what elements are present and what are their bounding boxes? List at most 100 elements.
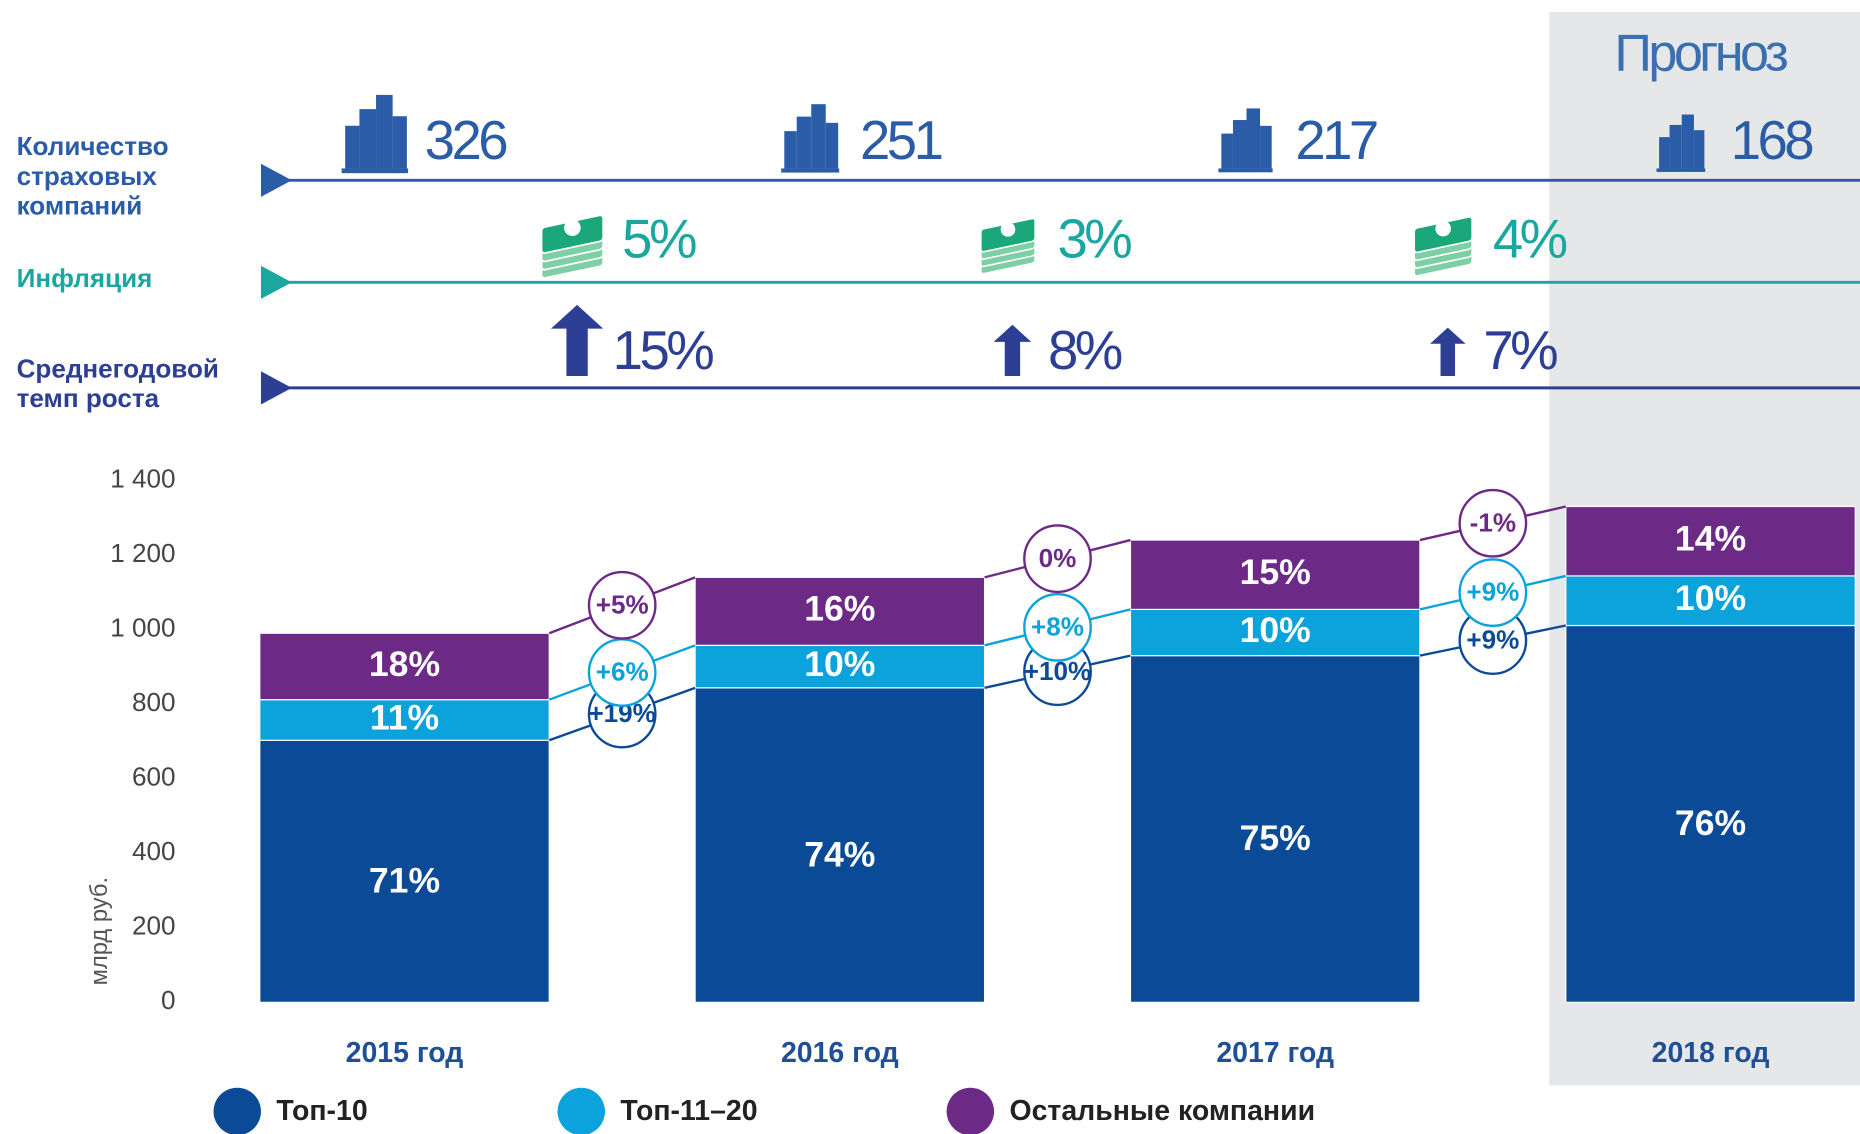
y-tick-label: 0: [161, 985, 176, 1015]
bar-segment: [694, 644, 986, 689]
bar-label: 71%: [369, 861, 440, 901]
bar-label: 10%: [804, 644, 875, 684]
bar-segment: [259, 739, 550, 1003]
indicator-value: 326: [425, 110, 507, 171]
building-base: [1656, 168, 1706, 172]
growth-label: -1%: [1470, 507, 1516, 537]
y-tick-label: 600: [132, 762, 176, 792]
bar-segment: [694, 576, 986, 646]
x-tick-label: 2016 год: [781, 1037, 899, 1069]
x-tick-label: 2018 год: [1652, 1037, 1770, 1069]
growth-circle: [587, 570, 657, 640]
y-tick-label: 1 200: [110, 538, 175, 568]
building-part: [345, 125, 360, 169]
indicator-value: 217: [1295, 110, 1377, 171]
building-part: [1669, 124, 1682, 169]
bar-segment: [1129, 608, 1421, 657]
building-part: [392, 116, 407, 169]
bar-label: 14%: [1675, 519, 1746, 559]
x-tick-label: 2017 год: [1216, 1037, 1334, 1069]
indicator-value: 15%: [613, 320, 714, 381]
bar-label: 10%: [1675, 578, 1746, 618]
bar-label: 75%: [1240, 818, 1311, 858]
indicator-label: темп роста: [17, 383, 160, 413]
bar-segment: [1565, 505, 1856, 577]
building-part: [1246, 108, 1261, 169]
bar-segment: [259, 699, 550, 741]
x-tick-label: 2015 год: [346, 1037, 464, 1069]
building-part: [784, 131, 797, 169]
y-tick-label: 1 000: [110, 612, 175, 642]
indicator-marker: [260, 371, 292, 405]
indicator-value: 8%: [1048, 320, 1122, 381]
indicator-marker: [260, 163, 292, 197]
legend-swatch: [946, 1087, 995, 1134]
building-part: [1221, 133, 1233, 169]
bar-segment: [1129, 539, 1421, 610]
building-part: [825, 122, 839, 169]
indicator-label: Среднегодовой: [17, 354, 219, 384]
money-icon: [980, 217, 1036, 275]
growth-circle: [1458, 488, 1528, 558]
building-base: [781, 168, 840, 173]
building-icon: [1656, 114, 1706, 172]
growth-circle: [1023, 524, 1092, 594]
bar-label: 15%: [1240, 552, 1311, 592]
bar-segment: [1565, 624, 1856, 1003]
bar-label: 10%: [1240, 610, 1311, 650]
legend-swatch: [557, 1087, 605, 1134]
indicator-value: 4%: [1493, 209, 1567, 270]
indicator-label: страховых: [17, 161, 158, 191]
growth-arrow: [993, 324, 1032, 377]
y-tick-label: 1 400: [110, 463, 175, 493]
money-coin: [1000, 222, 1016, 237]
building-part: [811, 104, 826, 169]
y-tick-label: 200: [132, 911, 176, 941]
building-part: [376, 94, 393, 169]
growth-arrow: [1430, 327, 1466, 377]
bar-label: 16%: [804, 589, 875, 629]
growth-label: +8%: [1031, 611, 1084, 641]
indicator-label: Инфляция: [17, 263, 153, 293]
building-part: [359, 109, 377, 169]
growth-label: 0%: [1039, 543, 1077, 573]
building-part: [1693, 130, 1705, 169]
indicator-marker: [260, 265, 292, 299]
building-part: [796, 116, 812, 169]
growth-label: +6%: [596, 657, 649, 687]
building-part: [1659, 137, 1670, 169]
money-icon: [540, 214, 605, 279]
growth-label: +5%: [596, 589, 649, 619]
building-part: [1232, 120, 1247, 169]
indicator-label: компаний: [17, 190, 143, 220]
bar-label: 11%: [370, 697, 439, 737]
indicator-value: 168: [1731, 110, 1813, 171]
growth-label: +9%: [1466, 577, 1519, 607]
building-icon: [1218, 108, 1273, 173]
bar-label: 18%: [369, 644, 440, 684]
indicator-value: 7%: [1483, 320, 1557, 381]
y-axis-label: млрд руб.: [87, 877, 113, 985]
bar-segment: [1129, 655, 1421, 1003]
money-coin: [564, 219, 581, 237]
building-base: [1218, 168, 1273, 173]
legend-label: Топ-11–20: [620, 1095, 757, 1127]
legend-label: Топ-10: [276, 1095, 367, 1127]
indicator-label: Количество: [17, 131, 169, 161]
building-icon: [781, 104, 840, 173]
indicator-value: 251: [860, 110, 942, 171]
bar-segment: [259, 632, 550, 701]
legend-label: Остальные компании: [1009, 1095, 1315, 1127]
building-part: [1260, 125, 1272, 169]
growth-circle: [1023, 592, 1092, 662]
y-tick-label: 800: [132, 687, 176, 717]
money-icon: [1413, 216, 1474, 277]
growth-label: +9%: [1466, 625, 1519, 655]
growth-circle: [1458, 558, 1528, 628]
indicator-value: 5%: [622, 209, 696, 270]
bar-label: 76%: [1675, 803, 1746, 843]
building-icon: [341, 94, 409, 174]
money-coin: [1435, 220, 1451, 237]
bar-segment: [694, 687, 986, 1003]
